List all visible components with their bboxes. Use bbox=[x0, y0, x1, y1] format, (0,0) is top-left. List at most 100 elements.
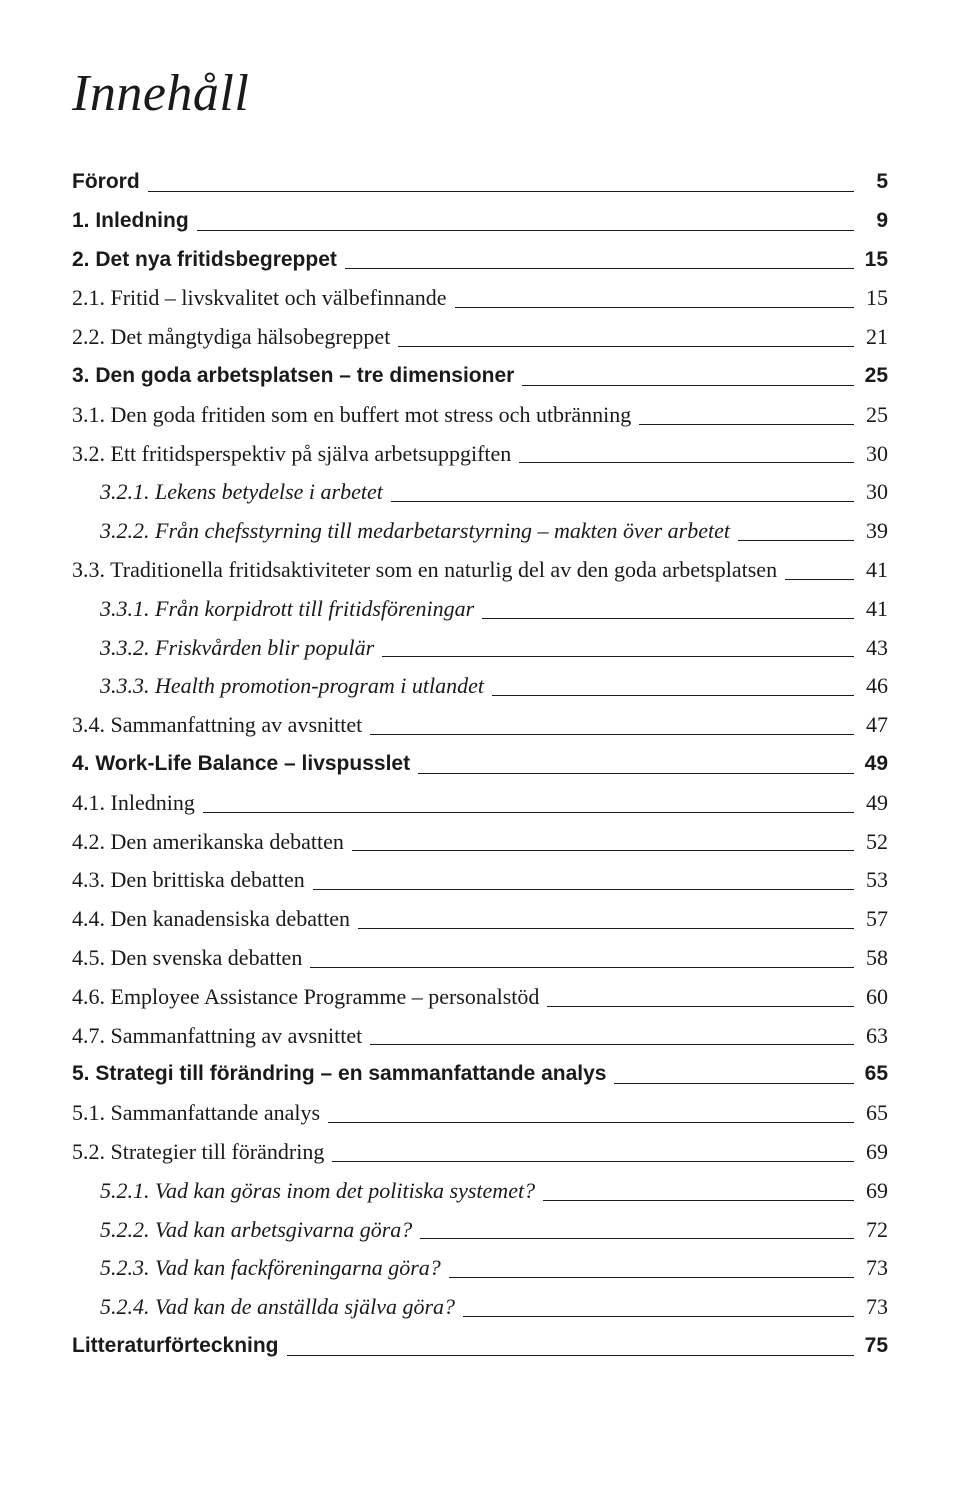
toc-entry-page: 46 bbox=[860, 675, 888, 697]
toc-entry-page: 63 bbox=[860, 1025, 888, 1047]
toc-leader-line bbox=[738, 520, 854, 541]
toc-leader-line bbox=[420, 1219, 854, 1240]
toc-entry-label: 2. Det nya fritidsbegreppet bbox=[72, 249, 337, 270]
toc-row: 5.2.4. Vad kan de anställda själva göra?… bbox=[72, 1296, 888, 1321]
toc-entry-page: 25 bbox=[860, 404, 888, 426]
toc-entry-label: 3.2. Ett fritidsperspektiv på själva arb… bbox=[72, 443, 511, 465]
toc-entry-label: 3.4. Sammanfattning av avsnittet bbox=[72, 714, 362, 736]
toc-entry-page: 41 bbox=[860, 559, 888, 581]
toc-leader-line bbox=[614, 1063, 854, 1084]
toc-entry-label: 5.2.4. Vad kan de anställda själva göra? bbox=[72, 1296, 455, 1318]
toc-entry-page: 5 bbox=[860, 171, 888, 192]
toc-row: 5.2.3. Vad kan fackföreningarna göra?73 bbox=[72, 1257, 888, 1282]
toc-row: 5.2. Strategier till förändring 69 bbox=[72, 1141, 888, 1166]
toc-row: 1. Inledning 9 bbox=[72, 210, 888, 235]
toc-entry-label: 5.1. Sammanfattande analys bbox=[72, 1102, 320, 1124]
toc-leader-line bbox=[287, 1335, 854, 1356]
toc-row: Förord 5 bbox=[72, 171, 888, 196]
toc-entry-label: 4.7. Sammanfattning av avsnittet bbox=[72, 1025, 362, 1047]
toc-entry-label: 4.6. Employee Assistance Programme – per… bbox=[72, 986, 539, 1008]
toc-leader-line bbox=[332, 1141, 854, 1162]
toc-entry-label: Litteraturförteckning bbox=[72, 1335, 279, 1356]
toc-entry-page: 47 bbox=[860, 714, 888, 736]
toc-entry-label: 3.3.1. Från korpidrott till fritidsfören… bbox=[72, 598, 474, 620]
toc-row: 4.6. Employee Assistance Programme – per… bbox=[72, 986, 888, 1011]
toc-entry-page: 49 bbox=[860, 792, 888, 814]
toc-row: Litteraturförteckning 75 bbox=[72, 1335, 888, 1360]
toc-entry-page: 25 bbox=[860, 365, 888, 386]
toc-entry-page: 69 bbox=[860, 1141, 888, 1163]
toc-row: 3.3.2. Friskvården blir populär 43 bbox=[72, 637, 888, 662]
toc-entry-label: 5.2. Strategier till förändring bbox=[72, 1141, 324, 1163]
toc-leader-line bbox=[785, 559, 854, 580]
toc-entry-page: 9 bbox=[860, 210, 888, 231]
toc-leader-line bbox=[449, 1257, 854, 1278]
toc-leader-line bbox=[310, 947, 854, 968]
toc-entry-page: 73 bbox=[860, 1296, 888, 1318]
toc-entry-page: 53 bbox=[860, 869, 888, 891]
toc-row: 3.4. Sammanfattning av avsnittet 47 bbox=[72, 714, 888, 739]
toc-entry-page: 65 bbox=[860, 1063, 888, 1084]
toc-entry-label: 4.1. Inledning bbox=[72, 792, 195, 814]
toc-entry-page: 21 bbox=[860, 326, 888, 348]
toc-row: 2.1. Fritid – livskvalitet och välbefinn… bbox=[72, 287, 888, 312]
toc-row: 3.3. Traditionella fritidsaktiviteter so… bbox=[72, 559, 888, 584]
toc-entry-page: 73 bbox=[860, 1257, 888, 1279]
toc-entry-label: 3.3.2. Friskvården blir populär bbox=[72, 637, 374, 659]
toc-entry-label: 3. Den goda arbetsplatsen – tre dimensio… bbox=[72, 365, 514, 386]
toc-leader-line bbox=[543, 1180, 854, 1201]
toc-row: 3.1. Den goda fritiden som en buffert mo… bbox=[72, 404, 888, 429]
toc-leader-line bbox=[370, 1025, 854, 1046]
toc-row: 3.2.2. Från chefsstyrning till medarbeta… bbox=[72, 520, 888, 545]
toc-row: 2.2. Det mångtydiga hälsobegreppet 21 bbox=[72, 326, 888, 351]
toc-row: 4.4. Den kanadensiska debatten 57 bbox=[72, 908, 888, 933]
toc-leader-line bbox=[639, 404, 854, 425]
toc-entry-label: 3.3. Traditionella fritidsaktiviteter so… bbox=[72, 559, 777, 581]
toc-row: 5. Strategi till förändring – en sammanf… bbox=[72, 1063, 888, 1088]
toc-entry-page: 15 bbox=[860, 249, 888, 270]
toc-row: 5.1. Sammanfattande analys 65 bbox=[72, 1102, 888, 1127]
toc-row: 4. Work-Life Balance – livspusslet49 bbox=[72, 753, 888, 778]
toc-row: 3.2. Ett fritidsperspektiv på själva arb… bbox=[72, 443, 888, 468]
toc-page: Innehåll Förord 5 1. Inledning 9 2. Det nya … bbox=[0, 0, 960, 1489]
toc-entry-label: 3.2.1. Lekens betydelse i arbetet bbox=[72, 481, 383, 503]
toc-entry-page: 49 bbox=[860, 753, 888, 774]
toc-leader-line bbox=[519, 443, 854, 464]
page-title: Innehåll bbox=[72, 64, 888, 123]
toc-leader-line bbox=[547, 986, 854, 1007]
toc-row: 4.3. Den brittiska debatten 53 bbox=[72, 869, 888, 894]
toc-entry-label: 5. Strategi till förändring – en sammanf… bbox=[72, 1063, 606, 1084]
toc-leader-line bbox=[391, 481, 854, 502]
toc-entry-label: 4.4. Den kanadensiska debatten bbox=[72, 908, 350, 930]
toc-entry-label: 2.1. Fritid – livskvalitet och välbefinn… bbox=[72, 287, 447, 309]
toc-entry-label: 4.5. Den svenska debatten bbox=[72, 947, 302, 969]
toc-entry-label: 4.3. Den brittiska debatten bbox=[72, 869, 305, 891]
toc-entry-label: 3.2.2. Från chefsstyrning till medarbeta… bbox=[72, 520, 730, 542]
toc-entry-label: 2.2. Det mångtydiga hälsobegreppet bbox=[72, 326, 390, 348]
toc-entry-page: 41 bbox=[860, 598, 888, 620]
toc-leader-line bbox=[328, 1102, 854, 1123]
toc-row: 2. Det nya fritidsbegreppet 15 bbox=[72, 249, 888, 274]
toc-leader-line bbox=[358, 908, 854, 929]
toc-leader-line bbox=[398, 326, 854, 347]
toc-leader-line bbox=[382, 637, 854, 658]
toc-entry-page: 52 bbox=[860, 831, 888, 853]
toc-entry-page: 72 bbox=[860, 1219, 888, 1241]
toc-row: 3.2.1. Lekens betydelse i arbetet30 bbox=[72, 481, 888, 506]
toc-leader-line bbox=[482, 598, 854, 619]
toc-entry-page: 43 bbox=[860, 637, 888, 659]
toc-row: 5.2.2. Vad kan arbetsgivarna göra?72 bbox=[72, 1219, 888, 1244]
toc-row: 4.7. Sammanfattning av avsnittet 63 bbox=[72, 1025, 888, 1050]
toc-entry-page: 65 bbox=[860, 1102, 888, 1124]
toc-leader-line bbox=[148, 171, 854, 192]
toc-entry-label: 5.2.1. Vad kan göras inom det politiska … bbox=[72, 1180, 535, 1202]
toc-row: 3. Den goda arbetsplatsen – tre dimensio… bbox=[72, 365, 888, 390]
toc-row: 4.2. Den amerikanska debatten 52 bbox=[72, 831, 888, 856]
toc-entry-label: 1. Inledning bbox=[72, 210, 189, 231]
toc-leader-line bbox=[522, 365, 854, 386]
toc-entry-label: 4.2. Den amerikanska debatten bbox=[72, 831, 344, 853]
toc-entry-label: 3.1. Den goda fritiden som en buffert mo… bbox=[72, 404, 631, 426]
toc-entry-label: Förord bbox=[72, 171, 140, 192]
toc-entry-page: 75 bbox=[860, 1335, 888, 1356]
toc-entry-page: 57 bbox=[860, 908, 888, 930]
